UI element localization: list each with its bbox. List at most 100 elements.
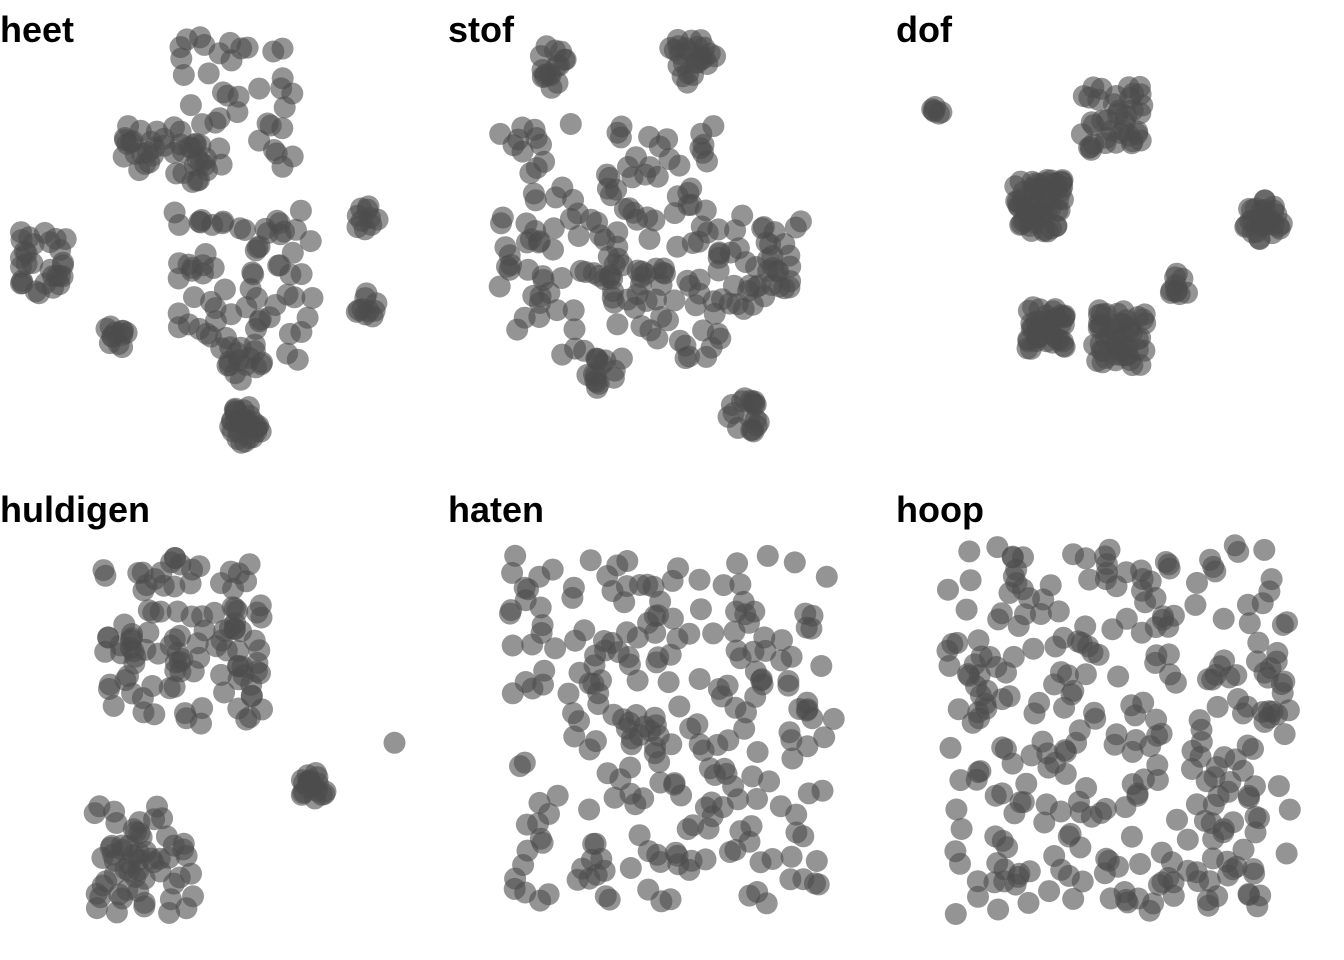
scatter-point-hoop-277 [1107, 665, 1130, 688]
scatter-point-haten-220 [563, 725, 586, 748]
scatter-point-haten-106 [678, 622, 701, 645]
scatter-point-hoop-255 [1083, 701, 1106, 724]
scatter-point-huldigen-97 [121, 682, 144, 705]
scatter-point-haten-144 [783, 551, 806, 574]
scatter-point-heet-133 [249, 308, 272, 331]
scatter-point-heet-114 [283, 286, 306, 309]
scatter-point-haten-225 [676, 818, 699, 841]
scatter-point-haten-228 [561, 586, 584, 609]
scatter-point-haten-58 [702, 622, 725, 645]
scatter-point-heet-252 [355, 282, 378, 305]
scatter-point-hoop-107 [991, 782, 1014, 805]
scatter-point-heet-24 [54, 228, 77, 251]
scatter-point-huldigen-78 [238, 553, 261, 576]
scatter-point-huldigen-70 [166, 600, 189, 623]
scatter-point-haten-239 [746, 881, 769, 903]
scatter-point-huldigen-36 [188, 555, 211, 578]
scatter-point-hoop-33 [1278, 798, 1301, 821]
scatter-point-huldigen-109 [94, 564, 117, 587]
scatter-point-huldigen-132 [105, 901, 128, 924]
scatter-point-haten-173 [785, 821, 808, 844]
scatter-point-stof-198 [658, 148, 681, 171]
scatter-point-dof-169 [1042, 300, 1065, 323]
scatter-point-huldigen-62 [137, 599, 160, 622]
scatter-point-stof-112 [563, 318, 586, 341]
scatter-point-hoop-151 [1162, 604, 1185, 627]
scatter-point-hoop-219 [1043, 673, 1066, 696]
scatter-point-stof-87 [545, 299, 568, 322]
scatter-point-dof-213 [1094, 347, 1117, 369]
scatter-point-hoop-263 [1074, 663, 1097, 686]
scatter-point-hoop-19 [987, 898, 1010, 921]
scatter-point-haten-202 [513, 751, 536, 774]
scatter-point-huldigen-87 [248, 639, 271, 662]
scatter-point-haten-213 [636, 573, 659, 596]
scatter-point-haten-149 [601, 580, 624, 602]
scatter-point-stof-169 [606, 221, 629, 244]
scatter-point-dof-59 [1032, 220, 1055, 243]
scatter-point-dof-99 [1105, 85, 1128, 107]
scatter-point-haten-164 [596, 762, 619, 785]
scatter-point-hoop-136 [1028, 691, 1051, 714]
scatter-point-huldigen-33 [210, 663, 233, 686]
scatter-point-hoop-102 [1212, 607, 1235, 630]
scatter-point-hoop-299 [991, 688, 1014, 711]
scatter-point-hoop-272 [1031, 730, 1054, 753]
scatter-point-huldigen-142 [108, 883, 131, 906]
scatter-point-huldigen-85 [143, 568, 166, 591]
scatter-point-haten-218 [521, 677, 544, 700]
scatter-point-hoop-230 [1039, 574, 1062, 597]
scatter-point-hoop-185 [1184, 593, 1207, 616]
scatter-point-hoop-163 [1014, 603, 1036, 626]
scatter-point-huldigen-168 [111, 838, 134, 861]
scatter-point-heet-65 [189, 26, 212, 49]
scatter-point-stof-42 [567, 225, 590, 247]
scatter-point-dof-129 [1258, 210, 1281, 233]
scatter-point-stof-214 [743, 390, 766, 413]
scatter-point-hoop-249 [1059, 822, 1082, 845]
scatter-point-hoop-226 [1004, 873, 1027, 896]
scatter-point-stof-192 [490, 212, 512, 235]
scatter-point-stof-137 [523, 118, 546, 141]
scatter-point-hoop-74 [958, 540, 981, 563]
scatter-point-haten-235 [680, 849, 703, 872]
scatter-point-haten-180 [648, 751, 671, 774]
scatter-point-haten-183 [657, 671, 680, 694]
scatter-point-hoop-237 [1124, 729, 1147, 751]
scatter-point-huldigen-92 [132, 701, 155, 724]
scatter-point-hoop-101 [966, 870, 989, 893]
scatter-point-hoop-156 [1074, 547, 1097, 570]
scatter-point-stof-140 [626, 208, 648, 231]
scatter-point-heet-195 [95, 317, 118, 340]
scatter-point-dof-225 [924, 96, 946, 118]
scatter-point-hoop-181 [1207, 785, 1230, 808]
scatter-point-stof-196 [603, 253, 626, 276]
scatter-point-haten-175 [725, 639, 748, 662]
scatter-point-heet-29 [39, 258, 62, 281]
scatter-point-stof-218 [745, 414, 768, 437]
scatter-point-haten-31 [810, 655, 833, 677]
scatter-point-haten-168 [724, 839, 747, 861]
scatter-point-stof-164 [519, 162, 542, 185]
scatter-point-dof-167 [1017, 330, 1040, 353]
scatter-point-heet-44 [172, 64, 195, 86]
scatter-point-hoop-282 [1145, 708, 1168, 731]
scatter-point-haten-236 [697, 817, 720, 840]
scatter-point-haten-99 [661, 569, 684, 592]
scatter-point-stof-166 [707, 218, 730, 241]
scatter-point-hoop-76 [1275, 842, 1298, 865]
scatter-point-hoop-103 [1074, 615, 1097, 638]
scatter-point-heet-168 [350, 209, 373, 232]
scatter-point-hoop-296 [970, 645, 993, 668]
scatter-point-hoop-276 [995, 661, 1017, 684]
scatter-point-huldigen-94 [251, 698, 273, 721]
scatter-point-haten-192 [637, 611, 660, 634]
scatter-point-hoop-260 [1190, 731, 1213, 753]
scatter-plot-huldigen [83, 546, 406, 924]
scatter-point-hoop-207 [1202, 555, 1225, 578]
scatter-point-haten-135 [557, 682, 580, 705]
scatter-point-hoop-122 [1094, 545, 1116, 568]
scatter-point-hoop-265 [1078, 568, 1101, 591]
scatter-point-heet-137 [279, 263, 302, 286]
scatter-point-haten-160 [663, 773, 686, 796]
